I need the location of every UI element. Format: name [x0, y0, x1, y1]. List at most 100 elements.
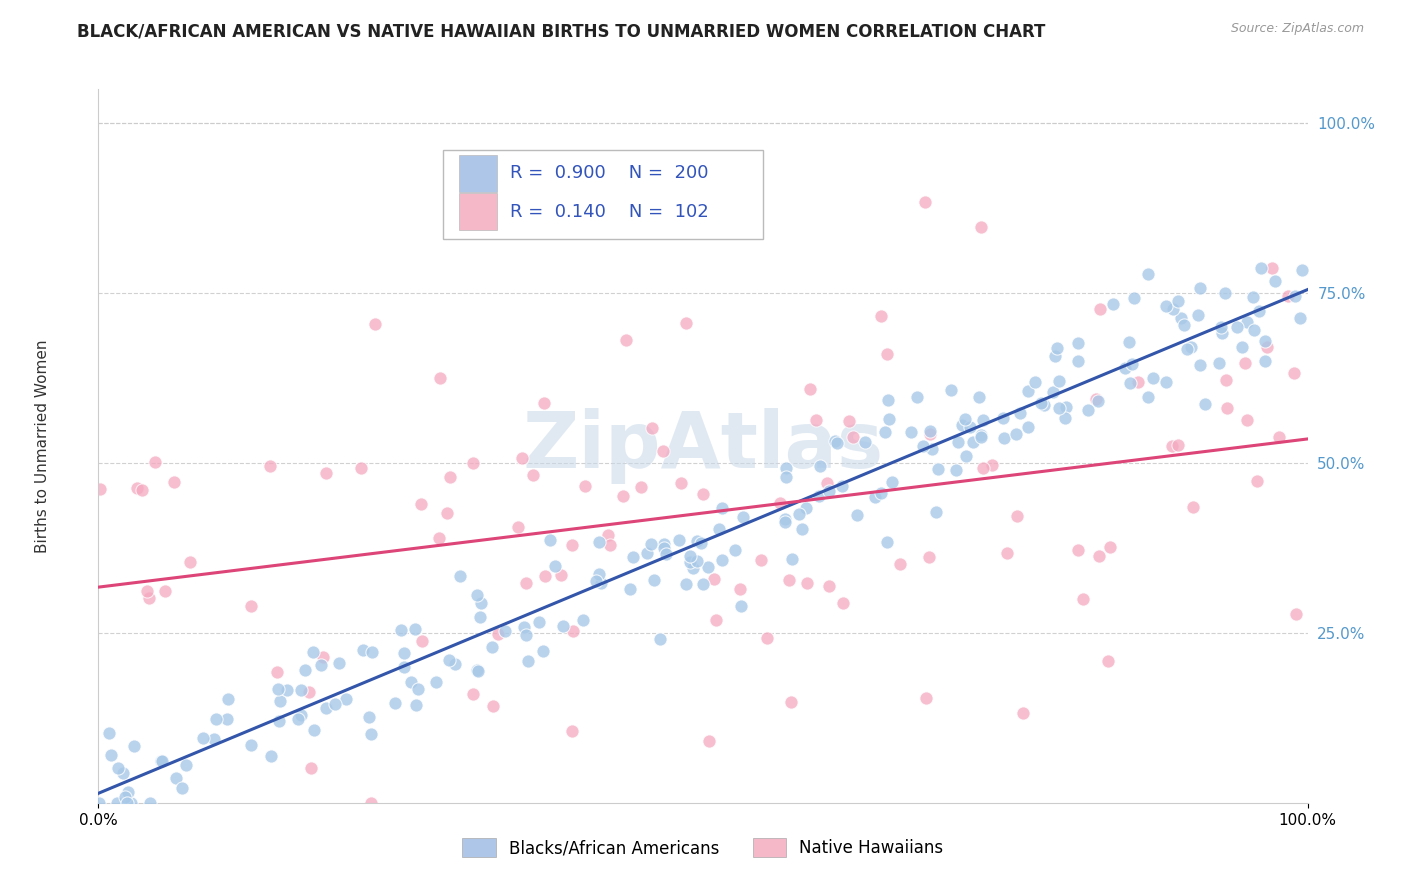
Point	[1289, 310, 1312, 325]
Point	[686, 554, 709, 568]
Point	[877, 412, 900, 426]
Point	[290, 683, 312, 698]
Point	[515, 576, 537, 591]
Point	[467, 665, 489, 679]
Point	[970, 219, 993, 234]
Point	[350, 460, 373, 475]
Point	[1012, 706, 1035, 720]
Point	[463, 687, 485, 701]
Point	[463, 456, 485, 470]
FancyBboxPatch shape	[458, 155, 498, 192]
Point	[1253, 353, 1275, 368]
Point	[1114, 360, 1136, 375]
Point	[1284, 607, 1306, 622]
Point	[1226, 319, 1249, 334]
Point	[1256, 340, 1278, 354]
Point	[1277, 289, 1299, 303]
Point	[817, 484, 839, 499]
Point	[153, 584, 176, 599]
Point	[239, 599, 262, 613]
Point	[139, 796, 162, 810]
Point	[927, 461, 949, 475]
Point	[266, 665, 288, 679]
Point	[531, 643, 554, 657]
Point	[882, 475, 904, 490]
Point	[948, 434, 970, 449]
Point	[1189, 281, 1212, 295]
Point	[692, 577, 714, 591]
Point	[599, 538, 621, 552]
Point	[768, 496, 790, 510]
Point	[925, 505, 948, 519]
Point	[853, 434, 876, 449]
Point	[972, 413, 994, 427]
Point	[1008, 406, 1031, 420]
Point	[724, 543, 747, 558]
Point	[585, 574, 607, 588]
Point	[1017, 384, 1039, 398]
Point	[794, 501, 817, 516]
Point	[512, 620, 534, 634]
Point	[287, 712, 309, 726]
Point	[905, 390, 928, 404]
FancyBboxPatch shape	[458, 194, 498, 230]
Text: Births to Unmarried Women: Births to Unmarried Women	[35, 339, 49, 553]
Point	[399, 674, 422, 689]
Point	[652, 537, 675, 551]
Point	[692, 487, 714, 501]
Point	[163, 475, 186, 490]
Point	[945, 463, 967, 477]
Point	[302, 723, 325, 738]
Point	[562, 624, 585, 639]
Point	[409, 497, 432, 511]
Point	[1024, 375, 1046, 389]
Point	[436, 506, 458, 520]
Point	[918, 424, 941, 438]
Point	[312, 649, 335, 664]
Point	[1004, 427, 1026, 442]
Point	[1161, 302, 1184, 317]
Point	[918, 550, 941, 565]
Legend: Blacks/African Americans, Native Hawaiians: Blacks/African Americans, Native Hawaiia…	[454, 830, 952, 866]
Point	[995, 546, 1018, 560]
Point	[1043, 349, 1066, 363]
Point	[589, 575, 612, 590]
Point	[105, 796, 128, 810]
Point	[486, 626, 509, 640]
Point	[1017, 420, 1039, 434]
Point	[1187, 308, 1209, 322]
Point	[962, 434, 984, 449]
Point	[1236, 315, 1258, 329]
Point	[361, 645, 384, 659]
Point	[574, 478, 596, 492]
Point	[671, 475, 693, 490]
Point	[1088, 549, 1111, 563]
Point	[1097, 653, 1119, 667]
Point	[298, 685, 321, 699]
Point	[1156, 375, 1178, 389]
Point	[544, 558, 567, 573]
Point	[921, 442, 943, 457]
Point	[259, 458, 281, 473]
Point	[260, 748, 283, 763]
Point	[335, 692, 357, 706]
Text: BLACK/AFRICAN AMERICAN VS NATIVE HAWAIIAN BIRTHS TO UNMARRIED WOMEN CORRELATION : BLACK/AFRICAN AMERICAN VS NATIVE HAWAIIA…	[77, 22, 1046, 40]
Point	[614, 334, 637, 348]
Point	[437, 653, 460, 667]
Point	[239, 739, 262, 753]
Point	[1211, 326, 1233, 341]
Point	[165, 771, 187, 785]
Point	[468, 609, 491, 624]
Point	[1182, 500, 1205, 515]
Point	[900, 425, 922, 440]
Point	[205, 712, 228, 726]
Point	[290, 708, 312, 723]
Point	[711, 501, 734, 516]
Point	[1175, 343, 1198, 357]
Point	[991, 411, 1014, 425]
Point	[510, 451, 533, 466]
Point	[711, 553, 734, 567]
Point	[1066, 354, 1088, 368]
Point	[191, 731, 214, 745]
Point	[831, 479, 853, 493]
